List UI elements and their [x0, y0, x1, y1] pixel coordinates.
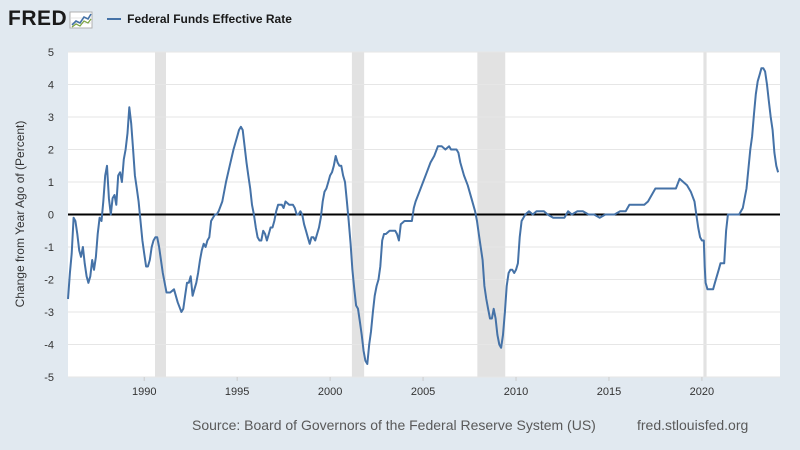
site-link[interactable]: fred.stlouisfed.org: [637, 417, 749, 433]
source-note: Source: Board of Governors of the Federa…: [192, 417, 596, 433]
y-tick-label: -1: [44, 242, 54, 254]
x-tick-label: 2015: [597, 386, 621, 398]
legend[interactable]: Federal Funds Effective Rate: [107, 12, 292, 26]
y-axis-label: Change from Year Ago of (Percent): [13, 121, 27, 308]
fred-logo[interactable]: FRED: [8, 7, 68, 30]
y-tick-label: -5: [44, 372, 54, 384]
y-tick-label: -4: [44, 340, 54, 352]
series-line[interactable]: [67, 67, 780, 365]
x-tick-label: 2010: [504, 386, 528, 398]
x-tick-label: 2000: [318, 386, 342, 398]
y-tick-label: 3: [48, 112, 54, 124]
x-axis-ticks: 1990 1995 2000 2005 2010 2015 2020: [132, 377, 714, 398]
legend-swatch: [107, 18, 122, 20]
x-tick-label: 1995: [225, 386, 249, 398]
legend-label: Federal Funds Effective Rate: [127, 12, 292, 26]
fred-logo-chart-icon: [69, 11, 93, 29]
y-axis-ticks: -5 -4 -3 -2 -1 0 1 2 3 4 5: [44, 47, 54, 384]
header: FRED Federal Funds Effective Rate: [8, 6, 292, 32]
x-tick-label: 1990: [132, 386, 156, 398]
y-tick-label: 5: [48, 47, 54, 59]
y-tick-label: -2: [44, 275, 54, 287]
x-tick-label: 2020: [690, 386, 714, 398]
y-tick-label: 4: [48, 80, 54, 92]
y-tick-label: 2: [48, 145, 54, 157]
y-tick-label: 0: [48, 210, 54, 222]
y-tick-label: 1: [48, 177, 54, 189]
x-tick-label: 2005: [411, 386, 435, 398]
y-tick-label: -3: [44, 307, 54, 319]
